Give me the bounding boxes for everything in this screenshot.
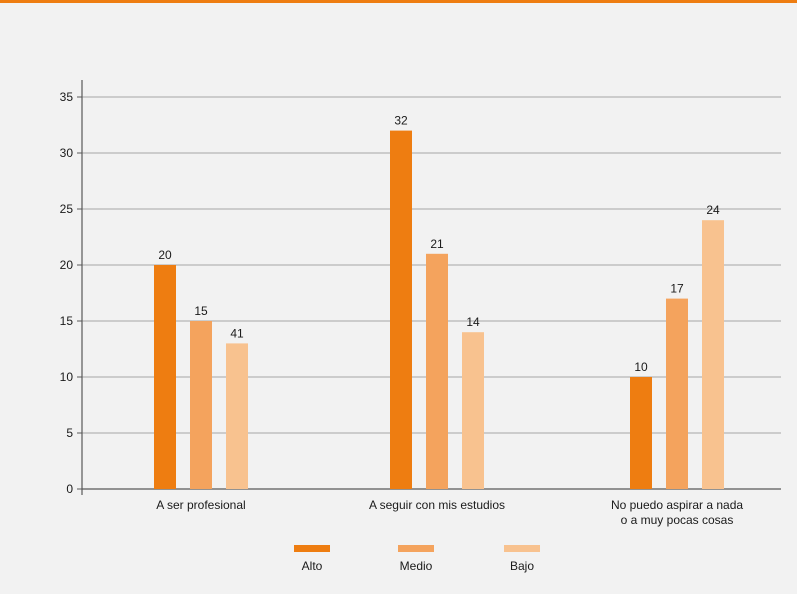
legend: Alto Medio Bajo xyxy=(294,545,540,573)
y-tick-label-0: 0 xyxy=(66,482,73,496)
category-label-0-line-0: A ser profesional xyxy=(156,498,245,512)
data-label-alto-2: 10 xyxy=(634,360,648,374)
data-label-medio-1: 21 xyxy=(430,237,444,251)
category-labels: A ser profesional A seguir con mis estudi… xyxy=(156,498,743,527)
category-label-2-line-1: o a muy pocas cosas xyxy=(621,513,734,527)
category-label-2-line-0: No puedo aspirar a nada xyxy=(611,498,743,512)
legend-label-bajo: Bajo xyxy=(510,559,534,573)
category-label-1-line-0: A seguir con mis estudios xyxy=(369,498,505,512)
bar-medio-2 xyxy=(666,298,688,489)
legend-swatch-alto xyxy=(294,545,330,552)
bar-alto-0 xyxy=(154,265,176,489)
data-label-medio-2: 17 xyxy=(670,282,684,296)
data-label-alto-0: 20 xyxy=(158,248,172,262)
y-tick-label-5: 5 xyxy=(66,426,73,440)
legend-swatch-bajo xyxy=(504,545,540,552)
legend-swatch-medio xyxy=(398,545,434,552)
y-tick-label-30: 30 xyxy=(60,146,74,160)
bar-alto-1 xyxy=(390,130,412,489)
y-tick-label-25: 25 xyxy=(60,202,74,216)
bar-bajo-0 xyxy=(226,343,248,489)
data-labels: 20 15 41 32 21 14 10 17 24 xyxy=(158,114,720,374)
bar-medio-0 xyxy=(190,321,212,489)
y-axis-ticks: 0 5 10 15 20 25 30 35 xyxy=(60,90,82,496)
y-tick-label-35: 35 xyxy=(60,90,74,104)
y-tick-label-15: 15 xyxy=(60,314,74,328)
data-label-bajo-0: 41 xyxy=(230,326,244,340)
data-label-bajo-2: 24 xyxy=(706,203,720,217)
y-tick-label-10: 10 xyxy=(60,370,74,384)
bar-bajo-2 xyxy=(702,220,724,489)
legend-label-medio: Medio xyxy=(400,559,433,573)
y-tick-label-20: 20 xyxy=(60,258,74,272)
bars xyxy=(154,130,724,489)
data-label-medio-0: 15 xyxy=(194,304,208,318)
legend-label-alto: Alto xyxy=(302,559,323,573)
bar-bajo-1 xyxy=(462,332,484,489)
data-label-bajo-1: 14 xyxy=(466,315,480,329)
top-accent-rule xyxy=(0,0,797,3)
bar-medio-1 xyxy=(426,253,448,489)
data-label-alto-1: 32 xyxy=(394,114,408,128)
bar-alto-2 xyxy=(630,377,652,489)
